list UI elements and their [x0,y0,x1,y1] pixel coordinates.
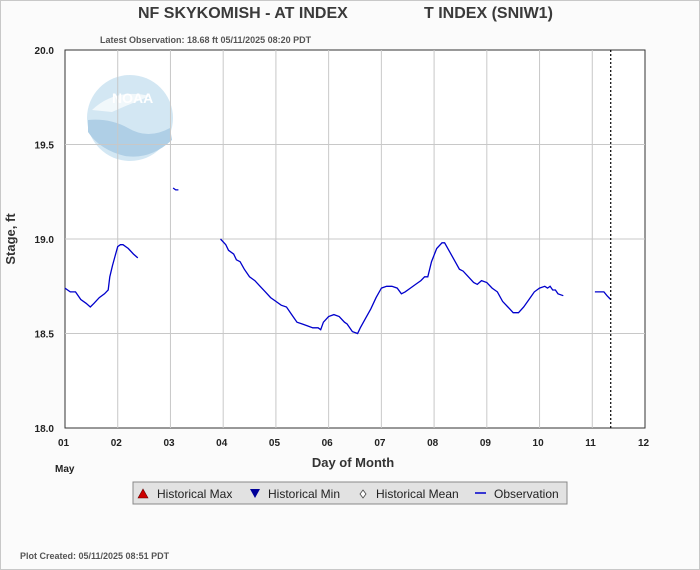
y-tick-label: 19.0 [35,235,55,246]
x-tick-label: 11 [585,438,596,449]
legend: Historical Max Historical Min Historical… [132,481,568,505]
legend-box [132,481,568,505]
grid-lines [65,50,645,428]
legend-historical-min: Historical Min [268,487,340,501]
observation-line-segment [220,238,564,335]
legend-observation: Observation [494,487,559,501]
x-tick-label: 12 [638,438,650,449]
noaa-logo-text: NOAA [112,90,153,106]
x-axis-label: Day of Month [312,455,394,470]
x-tick-label: 06 [322,438,334,449]
x-tick-label: 09 [480,438,492,449]
observation-line-segment [64,244,139,308]
month-label: May [55,464,75,475]
x-tick-label: 02 [111,438,123,449]
x-tick-label: 08 [427,438,439,449]
latest-observation-text: Latest Observation: 18.68 ft 05/11/2025 … [100,35,312,45]
historical-mean-diamond-icon [359,489,367,499]
y-tick-label: 18.5 [35,330,55,341]
x-tick-label: 05 [269,438,281,449]
y-tick-label: 20.0 [35,46,55,57]
historical-max-triangle-icon [137,488,149,499]
x-tick-label: 07 [374,438,386,449]
title-gauge-id: T INDEX (SNIW1) [424,5,553,22]
legend-historical-max: Historical Max [157,487,232,501]
x-tick-label: 04 [216,438,228,449]
x-tick-label: 03 [163,438,175,449]
y-tick-labels: 18.0 18.5 19.0 19.5 20.0 [35,46,55,435]
historical-min-triangle-icon [250,489,260,498]
x-tick-label: 01 [58,438,70,449]
observation-line-segment [594,291,612,300]
observation-line-segment [172,187,179,191]
y-axis-label: Stage, ft [3,213,18,265]
y-tick-label: 18.0 [35,424,55,435]
x-tick-label: 10 [533,438,545,449]
observation-series [64,187,612,335]
noaa-logo: NOAA [87,75,173,161]
x-tick-labels: 01 02 03 04 05 06 07 08 09 10 11 12 [58,438,650,449]
title-gauge-name: NF SKYKOMISH - AT INDEX [138,5,348,22]
y-tick-label: 19.5 [35,141,55,152]
legend-historical-mean: Historical Mean [376,487,459,501]
plot-created-text: Plot Created: 05/11/2025 08:51 PDT [20,551,170,561]
